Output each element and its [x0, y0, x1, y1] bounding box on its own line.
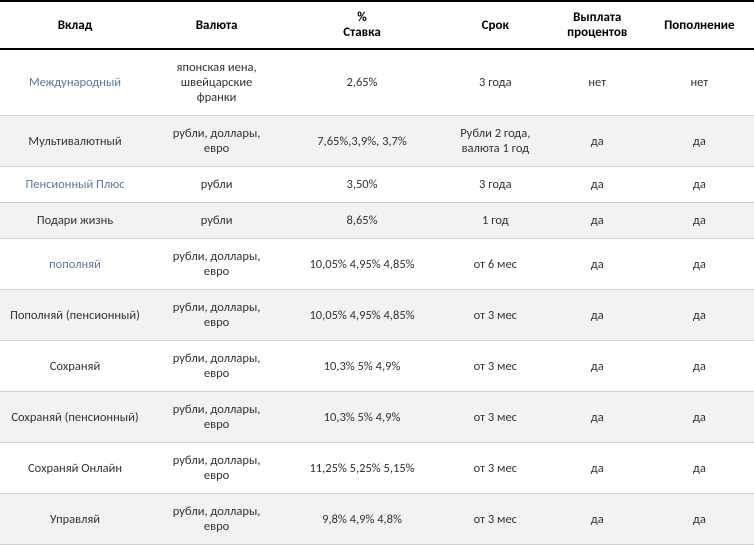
cell-term: от 3 мес	[441, 341, 550, 392]
cell-currency: рубли, доллары,евро	[150, 341, 283, 392]
col-rate: %Ставка	[283, 1, 441, 49]
cell-rate: 10,05% 4,95% 4,85%	[283, 239, 441, 290]
cell-interest: да	[550, 167, 645, 203]
cell-deposit-name[interactable]: Международный	[0, 49, 150, 116]
cell-term: 1 год	[441, 203, 550, 239]
cell-rate: 8,65%	[283, 203, 441, 239]
table-row: Управляйрубли, доллары,евро9,8% 4,9% 4,8…	[0, 494, 754, 545]
cell-interest: да	[550, 494, 645, 545]
header-row: Вклад Валюта %Ставка Срок Выплатапроцент…	[0, 1, 754, 49]
cell-interest: да	[550, 341, 645, 392]
cell-currency: рубли, доллары,евро	[150, 494, 283, 545]
cell-term: 3 года	[441, 49, 550, 116]
cell-topup: да	[645, 203, 754, 239]
cell-currency: рубли, доллары,евро	[150, 290, 283, 341]
cell-topup: да	[645, 167, 754, 203]
cell-interest: да	[550, 392, 645, 443]
cell-deposit-name: Управляй	[0, 494, 150, 545]
table-body: Международныйяпонская иена,швейцарскиефр…	[0, 49, 754, 545]
cell-interest: да	[550, 116, 645, 167]
cell-interest: нет	[550, 49, 645, 116]
cell-topup: да	[645, 443, 754, 494]
table-row: пополняйрубли, доллары,евро10,05% 4,95% …	[0, 239, 754, 290]
table-row: Сохраняй (пенсионный)рубли, доллары,евро…	[0, 392, 754, 443]
cell-currency: рубли, доллары,евро	[150, 239, 283, 290]
cell-deposit-name[interactable]: Пенсионный Плюс	[0, 167, 150, 203]
deposits-table: Вклад Валюта %Ставка Срок Выплатапроцент…	[0, 0, 754, 545]
table-row: Сохраняйрубли, доллары,евро10,3% 5% 4,9%…	[0, 341, 754, 392]
cell-deposit-name: Подари жизнь	[0, 203, 150, 239]
cell-term: от 3 мес	[441, 443, 550, 494]
cell-deposit-name: Пополняй (пенсионный)	[0, 290, 150, 341]
cell-currency: рубли, доллары,евро	[150, 392, 283, 443]
cell-topup: да	[645, 494, 754, 545]
cell-rate: 9,8% 4,9% 4,8%	[283, 494, 441, 545]
cell-interest: да	[550, 239, 645, 290]
cell-term: Рубли 2 года,валюта 1 год	[441, 116, 550, 167]
cell-interest: да	[550, 290, 645, 341]
cell-term: 3 года	[441, 167, 550, 203]
cell-rate: 7,65%,3,9%, 3,7%	[283, 116, 441, 167]
col-interest: Выплатапроцентов	[550, 1, 645, 49]
cell-topup: нет	[645, 49, 754, 116]
cell-rate: 11,25% 5,25% 5,15%	[283, 443, 441, 494]
cell-rate: 3,50%	[283, 167, 441, 203]
table-row: Сохраняй Онлайнрубли, доллары,евро11,25%…	[0, 443, 754, 494]
cell-topup: да	[645, 239, 754, 290]
cell-deposit-name[interactable]: пополняй	[0, 239, 150, 290]
cell-rate: 10,3% 5% 4,9%	[283, 392, 441, 443]
col-topup: Пополнение	[645, 1, 754, 49]
table-row: Подари жизньрубли8,65%1 годдада	[0, 203, 754, 239]
cell-deposit-name: Сохраняй Онлайн	[0, 443, 150, 494]
cell-deposit-name: Сохраняй	[0, 341, 150, 392]
cell-currency: рубли, доллары,евро	[150, 443, 283, 494]
cell-deposit-name: Мультивалютный	[0, 116, 150, 167]
cell-currency: рубли	[150, 167, 283, 203]
cell-topup: да	[645, 341, 754, 392]
cell-rate: 10,05% 4,95% 4,85%	[283, 290, 441, 341]
table-row: Международныйяпонская иена,швейцарскиефр…	[0, 49, 754, 116]
cell-term: от 6 мес	[441, 239, 550, 290]
cell-currency: японская иена,швейцарскиефранки	[150, 49, 283, 116]
col-term: Срок	[441, 1, 550, 49]
cell-term: от 3 мес	[441, 392, 550, 443]
cell-currency: рубли, доллары,евро	[150, 116, 283, 167]
cell-interest: да	[550, 203, 645, 239]
table-row: Пенсионный Плюсрубли3,50%3 годадада	[0, 167, 754, 203]
col-deposit: Вклад	[0, 1, 150, 49]
cell-term: от 3 мес	[441, 290, 550, 341]
col-currency: Валюта	[150, 1, 283, 49]
cell-topup: да	[645, 392, 754, 443]
cell-term: от 3 мес	[441, 494, 550, 545]
cell-rate: 2,65%	[283, 49, 441, 116]
cell-rate: 10,3% 5% 4,9%	[283, 341, 441, 392]
cell-deposit-name: Сохраняй (пенсионный)	[0, 392, 150, 443]
cell-topup: да	[645, 290, 754, 341]
table-row: Пополняй (пенсионный)рубли, доллары,евро…	[0, 290, 754, 341]
cell-currency: рубли	[150, 203, 283, 239]
table-row: Мультивалютныйрубли, доллары,евро7,65%,3…	[0, 116, 754, 167]
cell-interest: да	[550, 443, 645, 494]
cell-topup: да	[645, 116, 754, 167]
